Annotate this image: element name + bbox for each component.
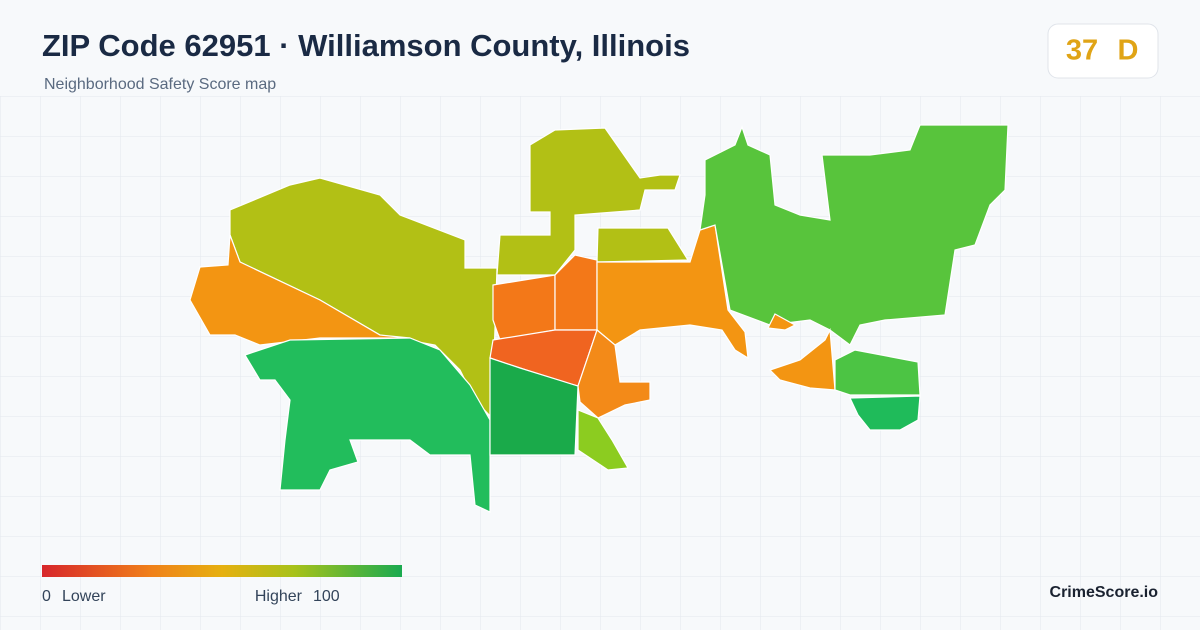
region bbox=[596, 227, 690, 263]
region bbox=[768, 327, 836, 391]
title: ZIP Code 62951 · Williamson County, Illi… bbox=[42, 28, 690, 63]
legend-min-label: Lower bbox=[62, 588, 106, 605]
map bbox=[189, 124, 1009, 513]
score-badge bbox=[1047, 23, 1159, 79]
region bbox=[244, 337, 491, 513]
region bbox=[699, 124, 1009, 346]
brand: CrimeScore.io bbox=[1050, 584, 1159, 601]
region bbox=[577, 328, 651, 419]
region bbox=[489, 357, 579, 456]
region bbox=[577, 409, 629, 471]
region bbox=[849, 395, 921, 431]
region bbox=[496, 127, 681, 276]
score-value: 37 bbox=[1066, 35, 1098, 67]
region bbox=[492, 274, 556, 341]
legend-scale bbox=[42, 565, 402, 577]
legend-max-label: Higher bbox=[255, 588, 303, 605]
legend-max: 100 bbox=[313, 588, 340, 605]
score-grade: D bbox=[1118, 35, 1139, 67]
subtitle: Neighborhood Safety Score map bbox=[44, 76, 276, 93]
region bbox=[767, 313, 797, 331]
region bbox=[189, 234, 411, 346]
region bbox=[834, 349, 921, 396]
legend-min: 0 bbox=[42, 588, 51, 605]
